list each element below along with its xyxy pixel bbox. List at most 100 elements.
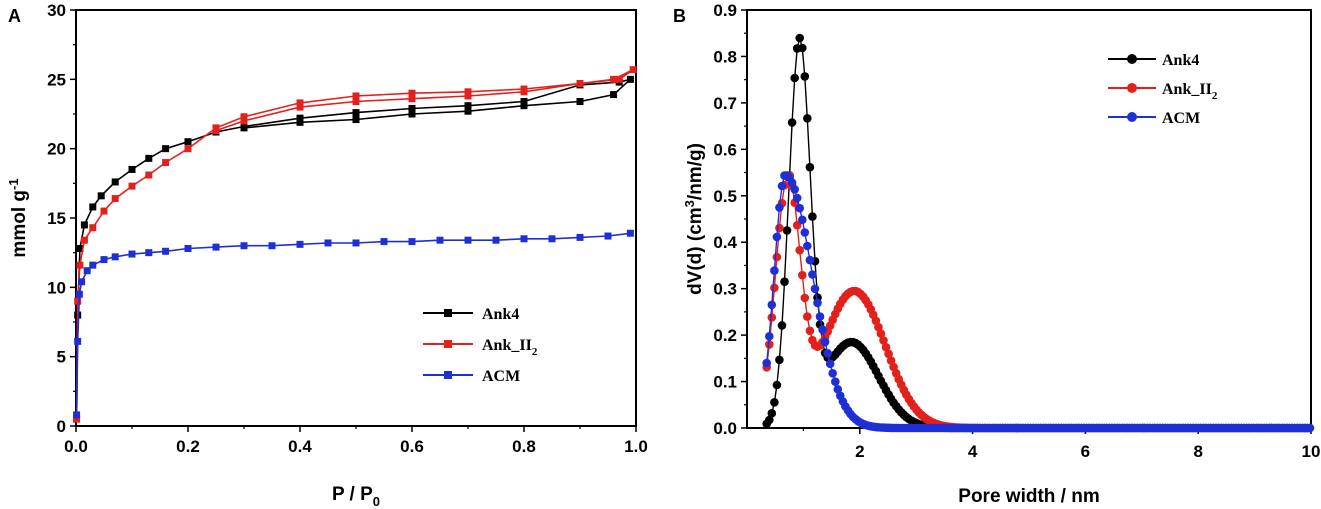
data-point-Ank_II bbox=[352, 98, 360, 106]
x-tick-label: 2 bbox=[855, 442, 864, 461]
data-point-ACM bbox=[813, 298, 822, 308]
y-tick-label: 0.4 bbox=[713, 233, 737, 252]
data-point-Ank_II bbox=[111, 195, 119, 203]
data-point-Ank_II bbox=[240, 113, 248, 121]
data-point-Ank4 bbox=[162, 145, 170, 153]
data-point-Ank4 bbox=[408, 104, 416, 112]
x-tick-label: 4 bbox=[968, 442, 978, 461]
data-point-Ank_II bbox=[615, 75, 623, 83]
data-point-ACM bbox=[823, 349, 832, 358]
legend-label: Ank_II2 bbox=[1162, 81, 1218, 102]
data-point-ACM bbox=[212, 243, 220, 251]
series-line-Ank4 bbox=[766, 37, 1310, 429]
data-point-Ank4 bbox=[765, 415, 774, 425]
legend-label: ACM bbox=[482, 368, 520, 385]
x-tick-label: 0.0 bbox=[64, 437, 88, 456]
data-point-Ank4 bbox=[782, 226, 792, 235]
y-tick-label: 0.2 bbox=[713, 326, 737, 345]
data-point-Ank_II bbox=[798, 270, 807, 280]
y-axis-title: dV(d) (cm3/nm/g) bbox=[682, 143, 706, 295]
data-point-Ank4 bbox=[296, 114, 304, 122]
x-axis-title: P / P0 bbox=[332, 484, 380, 509]
data-point-Ank_II bbox=[74, 297, 82, 305]
data-point-Ank_II bbox=[770, 283, 779, 293]
data-point-ACM bbox=[795, 203, 804, 213]
y-tick-label: 0.8 bbox=[713, 47, 737, 66]
data-point-Ank4 bbox=[795, 33, 804, 43]
series-line-ACM bbox=[75, 232, 631, 415]
data-point-Ank4 bbox=[80, 221, 88, 229]
data-point-ACM bbox=[73, 411, 81, 419]
panel-a: A 0.0 0.2 0.4 0.6 0.8 1.0 0 5 10 15 20 25 30 P / P0 mmo… bbox=[6, 1, 648, 509]
data-point-Ank_II bbox=[212, 127, 220, 135]
data-point-ACM bbox=[74, 337, 82, 345]
data-point-Ank4 bbox=[520, 98, 528, 106]
data-point-ACM bbox=[805, 255, 815, 265]
x-tick-label: 8 bbox=[1193, 442, 1202, 461]
legend-marker bbox=[444, 371, 452, 379]
data-point-Ank4 bbox=[767, 409, 777, 418]
series-line-Ank4 bbox=[75, 78, 631, 420]
data-point-ACM bbox=[78, 278, 86, 286]
data-point-Ank_II bbox=[576, 79, 584, 87]
data-point-ACM bbox=[825, 359, 835, 369]
data-point-ACM bbox=[268, 242, 276, 250]
data-point-ACM bbox=[775, 203, 784, 212]
series-Ank4 bbox=[762, 33, 1315, 433]
data-point-ACM bbox=[100, 256, 108, 264]
data-point-Ank_II bbox=[881, 342, 891, 352]
data-point-Ank_II bbox=[80, 236, 88, 244]
data-point-Ank_II bbox=[408, 95, 416, 103]
data-point-Ank4 bbox=[576, 98, 584, 106]
data-point-Ank_II bbox=[352, 92, 360, 100]
data-point-Ank_II bbox=[792, 220, 802, 230]
series-Ank_II bbox=[73, 66, 637, 423]
y-tick-label: 0.5 bbox=[713, 187, 737, 206]
data-point-Ank4 bbox=[626, 75, 634, 83]
y-tick-label: 30 bbox=[47, 1, 66, 20]
data-point-Ank_II bbox=[803, 312, 812, 321]
data-point-Ank4 bbox=[97, 192, 105, 200]
data-point-Ank_II bbox=[795, 245, 804, 255]
data-point-Ank_II bbox=[128, 182, 136, 190]
y-tick-label: 10 bbox=[47, 278, 66, 297]
data-point-ACM bbox=[833, 385, 843, 394]
data-point-Ank4 bbox=[787, 118, 797, 127]
data-point-Ank_II bbox=[879, 336, 888, 345]
data-point-Ank4 bbox=[111, 178, 119, 186]
data-point-ACM bbox=[798, 215, 807, 225]
y-tick-label: 25 bbox=[47, 70, 66, 89]
data-point-ACM bbox=[820, 337, 830, 347]
data-point-ACM bbox=[576, 233, 584, 241]
data-point-Ank_II bbox=[884, 349, 893, 359]
y-tick-label: 0.9 bbox=[713, 1, 737, 20]
x-tick-label: 6 bbox=[1081, 442, 1090, 461]
data-point-ACM bbox=[810, 284, 820, 294]
data-point-Ank_II bbox=[800, 293, 810, 303]
data-point-Ank_II bbox=[145, 171, 153, 179]
data-point-ACM bbox=[75, 290, 83, 298]
x-tick-label: 0.6 bbox=[400, 437, 424, 456]
legend-label: Ank4 bbox=[482, 306, 519, 323]
data-point-Ank_II bbox=[408, 89, 416, 97]
panel-b: B 2 4 6 8 10 0.0 0.1 0.2 0.3 0.4 0.5 0.6 0.7 0.8 0.9 Por… bbox=[673, 1, 1320, 507]
y-axis-title: mmol g-1 bbox=[6, 178, 30, 257]
data-point-ACM bbox=[520, 235, 528, 243]
data-point-Ank4 bbox=[790, 73, 799, 83]
series-ACM bbox=[762, 171, 1315, 433]
data-point-Ank_II bbox=[296, 103, 304, 111]
data-point-ACM bbox=[815, 312, 825, 321]
legend-label: Ank_II2 bbox=[482, 337, 538, 358]
data-point-Ank_II bbox=[464, 88, 472, 96]
data-point-ACM bbox=[89, 261, 97, 269]
data-point-Ank4 bbox=[800, 72, 810, 81]
data-point-ACM bbox=[83, 267, 91, 275]
data-point-Ank_II bbox=[89, 224, 97, 232]
data-point-Ank4 bbox=[89, 203, 97, 211]
y-tick-label: 0 bbox=[57, 417, 66, 436]
data-point-ACM bbox=[324, 239, 332, 247]
x-tick-label: 0.8 bbox=[512, 437, 536, 456]
data-point-Ank4 bbox=[240, 124, 248, 132]
data-point-Ank4 bbox=[296, 118, 304, 126]
data-point-ACM bbox=[772, 232, 782, 242]
